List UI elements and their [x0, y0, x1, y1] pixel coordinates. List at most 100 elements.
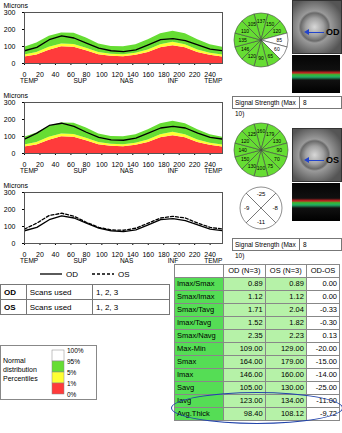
- svg-text:137: 137: [257, 18, 266, 24]
- svg-text:130: 130: [248, 163, 257, 169]
- svg-text:distribution: distribution: [3, 366, 37, 373]
- svg-text:120: 120: [248, 53, 257, 59]
- html-text:0.89: 0.89: [248, 279, 263, 288]
- html-text:0.89: 0.89: [289, 279, 304, 288]
- svg-text:SUP: SUP: [74, 167, 87, 174]
- html-text:OS: OS: [4, 302, 16, 312]
- svg-text:100: 100: [4, 223, 16, 230]
- html-text:OS (N=3): OS (N=3): [269, 266, 302, 275]
- svg-text:SUP: SUP: [74, 257, 87, 264]
- html-text:1.12: 1.12: [248, 292, 263, 301]
- svg-text:100: 100: [96, 251, 108, 258]
- svg-text:NAS: NAS: [120, 77, 134, 84]
- svg-text:135: 135: [238, 37, 247, 43]
- svg-text:SUP: SUP: [74, 77, 87, 84]
- svg-text:5%: 5%: [67, 369, 77, 376]
- svg-text:300: 300: [4, 99, 16, 106]
- svg-text:179: 179: [266, 131, 275, 137]
- html-text:OS: OS: [326, 155, 339, 165]
- html-text:0.00: 0.00: [322, 279, 337, 288]
- html-text:OD-OS: OD-OS: [310, 266, 336, 275]
- svg-text:NAS: NAS: [120, 167, 134, 174]
- svg-text:Microns: Microns: [4, 182, 29, 189]
- html-text:Smax/Imax: Smax/Imax: [177, 292, 215, 301]
- svg-text:300: 300: [4, 9, 16, 16]
- svg-text:TEMP: TEMP: [204, 167, 222, 174]
- svg-text:120: 120: [273, 28, 282, 34]
- svg-text:125: 125: [248, 131, 257, 137]
- svg-text:40: 40: [52, 71, 60, 78]
- svg-text:220: 220: [189, 161, 201, 168]
- svg-text:100: 100: [4, 133, 16, 140]
- svg-text:OS: OS: [118, 270, 130, 279]
- svg-text:160: 160: [142, 251, 154, 258]
- svg-text:INF: INF: [168, 77, 179, 84]
- svg-text:INF: INF: [168, 257, 179, 264]
- svg-text:0%: 0%: [67, 391, 77, 398]
- svg-text:95%: 95%: [67, 358, 80, 365]
- svg-text:OD: OD: [66, 270, 78, 279]
- svg-text:Microns: Microns: [4, 2, 29, 9]
- svg-text:220: 220: [189, 251, 201, 258]
- html-text:1.12: 1.12: [289, 292, 304, 301]
- svg-text:TEMP: TEMP: [204, 77, 222, 84]
- svg-text:0: 0: [12, 60, 16, 67]
- svg-text:-9: -9: [244, 205, 250, 211]
- svg-text:100: 100: [4, 43, 16, 50]
- svg-text:120: 120: [241, 138, 250, 144]
- svg-text:160: 160: [142, 71, 154, 78]
- svg-text:40: 40: [52, 251, 60, 258]
- html-text:Scans used: Scans used: [29, 287, 72, 297]
- svg-text:105: 105: [248, 21, 257, 27]
- svg-text:110: 110: [241, 28, 249, 34]
- svg-text:140: 140: [238, 147, 247, 153]
- svg-text:Percentiles: Percentiles: [3, 375, 38, 382]
- svg-text:85: 85: [277, 37, 283, 43]
- svg-text:0: 0: [12, 150, 16, 157]
- html-text:1, 2, 3: 1, 2, 3: [96, 302, 119, 312]
- svg-text:160: 160: [142, 161, 154, 168]
- html-text:Signal Strength (Max 10): Signal Strength (Max 10): [235, 99, 296, 117]
- svg-text:60: 60: [274, 46, 280, 52]
- svg-text:70: 70: [274, 156, 280, 162]
- svg-text:TEMP: TEMP: [204, 257, 222, 264]
- svg-text:0: 0: [12, 240, 16, 247]
- svg-text:220: 220: [189, 71, 201, 78]
- svg-text:200: 200: [4, 206, 16, 213]
- svg-text:100: 100: [257, 165, 266, 171]
- html-text:OD: OD: [326, 27, 340, 37]
- svg-text:INF: INF: [168, 167, 179, 174]
- svg-text:1%: 1%: [67, 380, 77, 387]
- svg-text:130: 130: [273, 138, 282, 144]
- svg-text:TEMP: TEMP: [20, 77, 38, 84]
- svg-text:146: 146: [241, 46, 250, 52]
- html-text:Scans used: Scans used: [29, 302, 72, 312]
- svg-text:Normal: Normal: [3, 357, 26, 364]
- svg-text:90: 90: [277, 147, 283, 153]
- svg-text:100: 100: [96, 161, 108, 168]
- svg-text:-11: -11: [257, 219, 266, 225]
- svg-text:150: 150: [241, 156, 250, 162]
- svg-text:40: 40: [52, 161, 60, 168]
- svg-text:NAS: NAS: [120, 257, 134, 264]
- html-text:OD (N=3): OD (N=3): [228, 266, 261, 275]
- svg-text:300: 300: [4, 189, 16, 196]
- svg-text:65: 65: [267, 53, 273, 59]
- svg-text:-8: -8: [273, 205, 279, 211]
- svg-text:100: 100: [96, 71, 108, 78]
- svg-text:160: 160: [257, 128, 266, 134]
- svg-text:TEMP: TEMP: [20, 257, 38, 264]
- svg-text:200: 200: [4, 26, 16, 33]
- html-text:Imax/Smax: Imax/Smax: [177, 279, 215, 288]
- svg-text:TEMP: TEMP: [20, 167, 38, 174]
- svg-text:75: 75: [267, 163, 273, 169]
- svg-text:200: 200: [4, 116, 16, 123]
- html-text:1, 2, 3: 1, 2, 3: [96, 287, 119, 297]
- svg-text:100%: 100%: [67, 347, 84, 354]
- svg-text:90: 90: [258, 55, 264, 61]
- html-text:OD: OD: [4, 287, 16, 297]
- svg-text:-25: -25: [257, 191, 266, 197]
- svg-text:150: 150: [266, 21, 275, 27]
- svg-text:Microns: Microns: [4, 92, 29, 99]
- html-text:Signal Strength (Max 10): Signal Strength (Max 10): [235, 241, 296, 259]
